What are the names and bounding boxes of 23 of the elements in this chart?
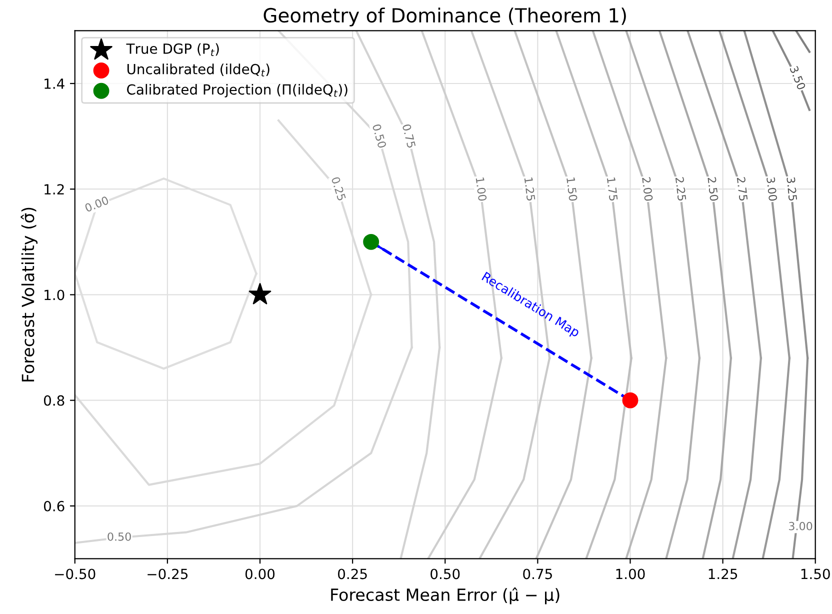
y-tick-label: 1.0 — [44, 290, 64, 300]
legend-label: Calibrated Projection (Π(ildeQ$_{t}$)) — [127, 84, 348, 98]
x-tick-label: 1.00 — [616, 568, 645, 580]
legend-label: True DGP (P$_{t}$) — [126, 43, 219, 56]
series-label: 0.00 — [84, 196, 110, 212]
x-tick-label: −0.25 — [148, 568, 188, 580]
annotation: 3.00 — [789, 522, 812, 530]
y-axis-title: Forecast Volatility (σ̂) — [20, 208, 38, 382]
legend-label: Uncalibrated (ildeQ$_{t}$) — [127, 64, 270, 76]
x-axis-title: Forecast Mean Error (μ̂ − μ) — [331, 587, 560, 604]
y-tick-label: 1.4 — [44, 78, 64, 89]
y-tick-label: 1.2 — [44, 184, 64, 194]
y-tick-label: 0.6 — [44, 500, 64, 512]
x-tick-label: 0.25 — [338, 568, 367, 580]
x-tick-label: 0.50 — [430, 568, 460, 580]
x-tick-label: 1.25 — [708, 568, 738, 580]
y-tick-label: 0.8 — [44, 395, 64, 406]
x-tick-label: 0.75 — [523, 568, 552, 580]
series-label: 3.50 — [790, 66, 806, 90]
x-tick-label: −0.50 — [55, 568, 96, 580]
chart-title: Geometry of Dominance (Theorem 1) — [264, 8, 626, 26]
x-tick-label: 1.50 — [801, 568, 830, 580]
x-tick-label: 0.00 — [245, 568, 275, 580]
